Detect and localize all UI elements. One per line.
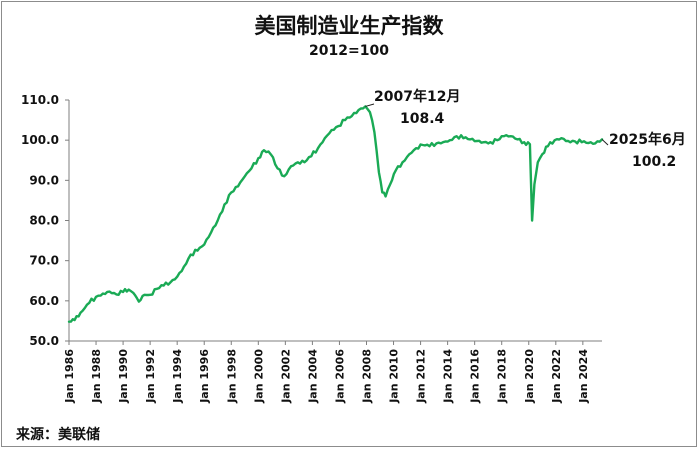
annotation-latest-value: 100.2 <box>632 154 676 170</box>
x-tick-label: Jan 2012 <box>415 349 428 404</box>
annotation-peak-value: 108.4 <box>400 111 445 127</box>
series-line <box>67 105 604 323</box>
annotation-leader-latest <box>601 138 609 146</box>
y-tick-label: 70.0 <box>29 254 59 268</box>
x-tick-label: Jan 1988 <box>90 349 103 404</box>
y-tick-label: 60.0 <box>29 294 59 308</box>
x-tick-label: Jan 2000 <box>252 349 265 404</box>
x-tick-label: Jan 1986 <box>63 349 76 404</box>
chart-annotations: 2007年12月 108.4 2025年6月 100.2 <box>365 88 686 170</box>
source-note: 来源：美联储 <box>16 427 100 443</box>
x-tick-label: Jan 2024 <box>577 349 590 404</box>
x-tick-label: Jan 2014 <box>442 349 455 404</box>
chart-axes <box>68 100 602 342</box>
chart-subtitle: 2012=100 <box>309 43 389 59</box>
y-tick-label: 110.0 <box>21 93 59 107</box>
y-tick-label: 90.0 <box>29 173 59 187</box>
series-lines <box>67 105 604 323</box>
x-tick-label: Jan 2004 <box>306 349 319 404</box>
y-axis-ticks: 50.0 60.0 70.0 80.0 90.0 100.0 110.0 <box>21 93 69 348</box>
x-tick-label: Jan 1990 <box>117 349 130 404</box>
annotation-leader-peak <box>365 103 375 107</box>
x-tick-label: Jan 1992 <box>144 349 157 404</box>
x-axis-ticks: Jan 1986 Jan 1988 Jan 1990 Jan 1992 Jan 1994… <box>63 341 590 404</box>
x-tick-label: Jan 2018 <box>496 349 509 404</box>
x-tick-label: Jan 1994 <box>171 349 184 404</box>
x-tick-label: Jan 2008 <box>360 349 373 404</box>
x-tick-label: Jan 2016 <box>469 349 482 404</box>
chart-title: 美国制造业生产指数 <box>254 14 444 38</box>
x-tick-label: Jan 2006 <box>333 349 346 404</box>
x-tick-label: Jan 2020 <box>523 349 536 404</box>
annotation-latest-date: 2025年6月 <box>609 131 686 148</box>
x-tick-label: Jan 1996 <box>198 349 211 404</box>
x-tick-label: Jan 2002 <box>279 349 292 404</box>
y-tick-label: 50.0 <box>29 334 59 348</box>
annotation-peak-date: 2007年12月 <box>374 88 460 105</box>
y-tick-label: 80.0 <box>29 214 59 228</box>
x-tick-label: Jan 1998 <box>225 349 238 404</box>
x-tick-label: Jan 2010 <box>388 349 401 404</box>
y-tick-label: 100.0 <box>21 133 59 147</box>
x-tick-label: Jan 2022 <box>550 349 563 404</box>
